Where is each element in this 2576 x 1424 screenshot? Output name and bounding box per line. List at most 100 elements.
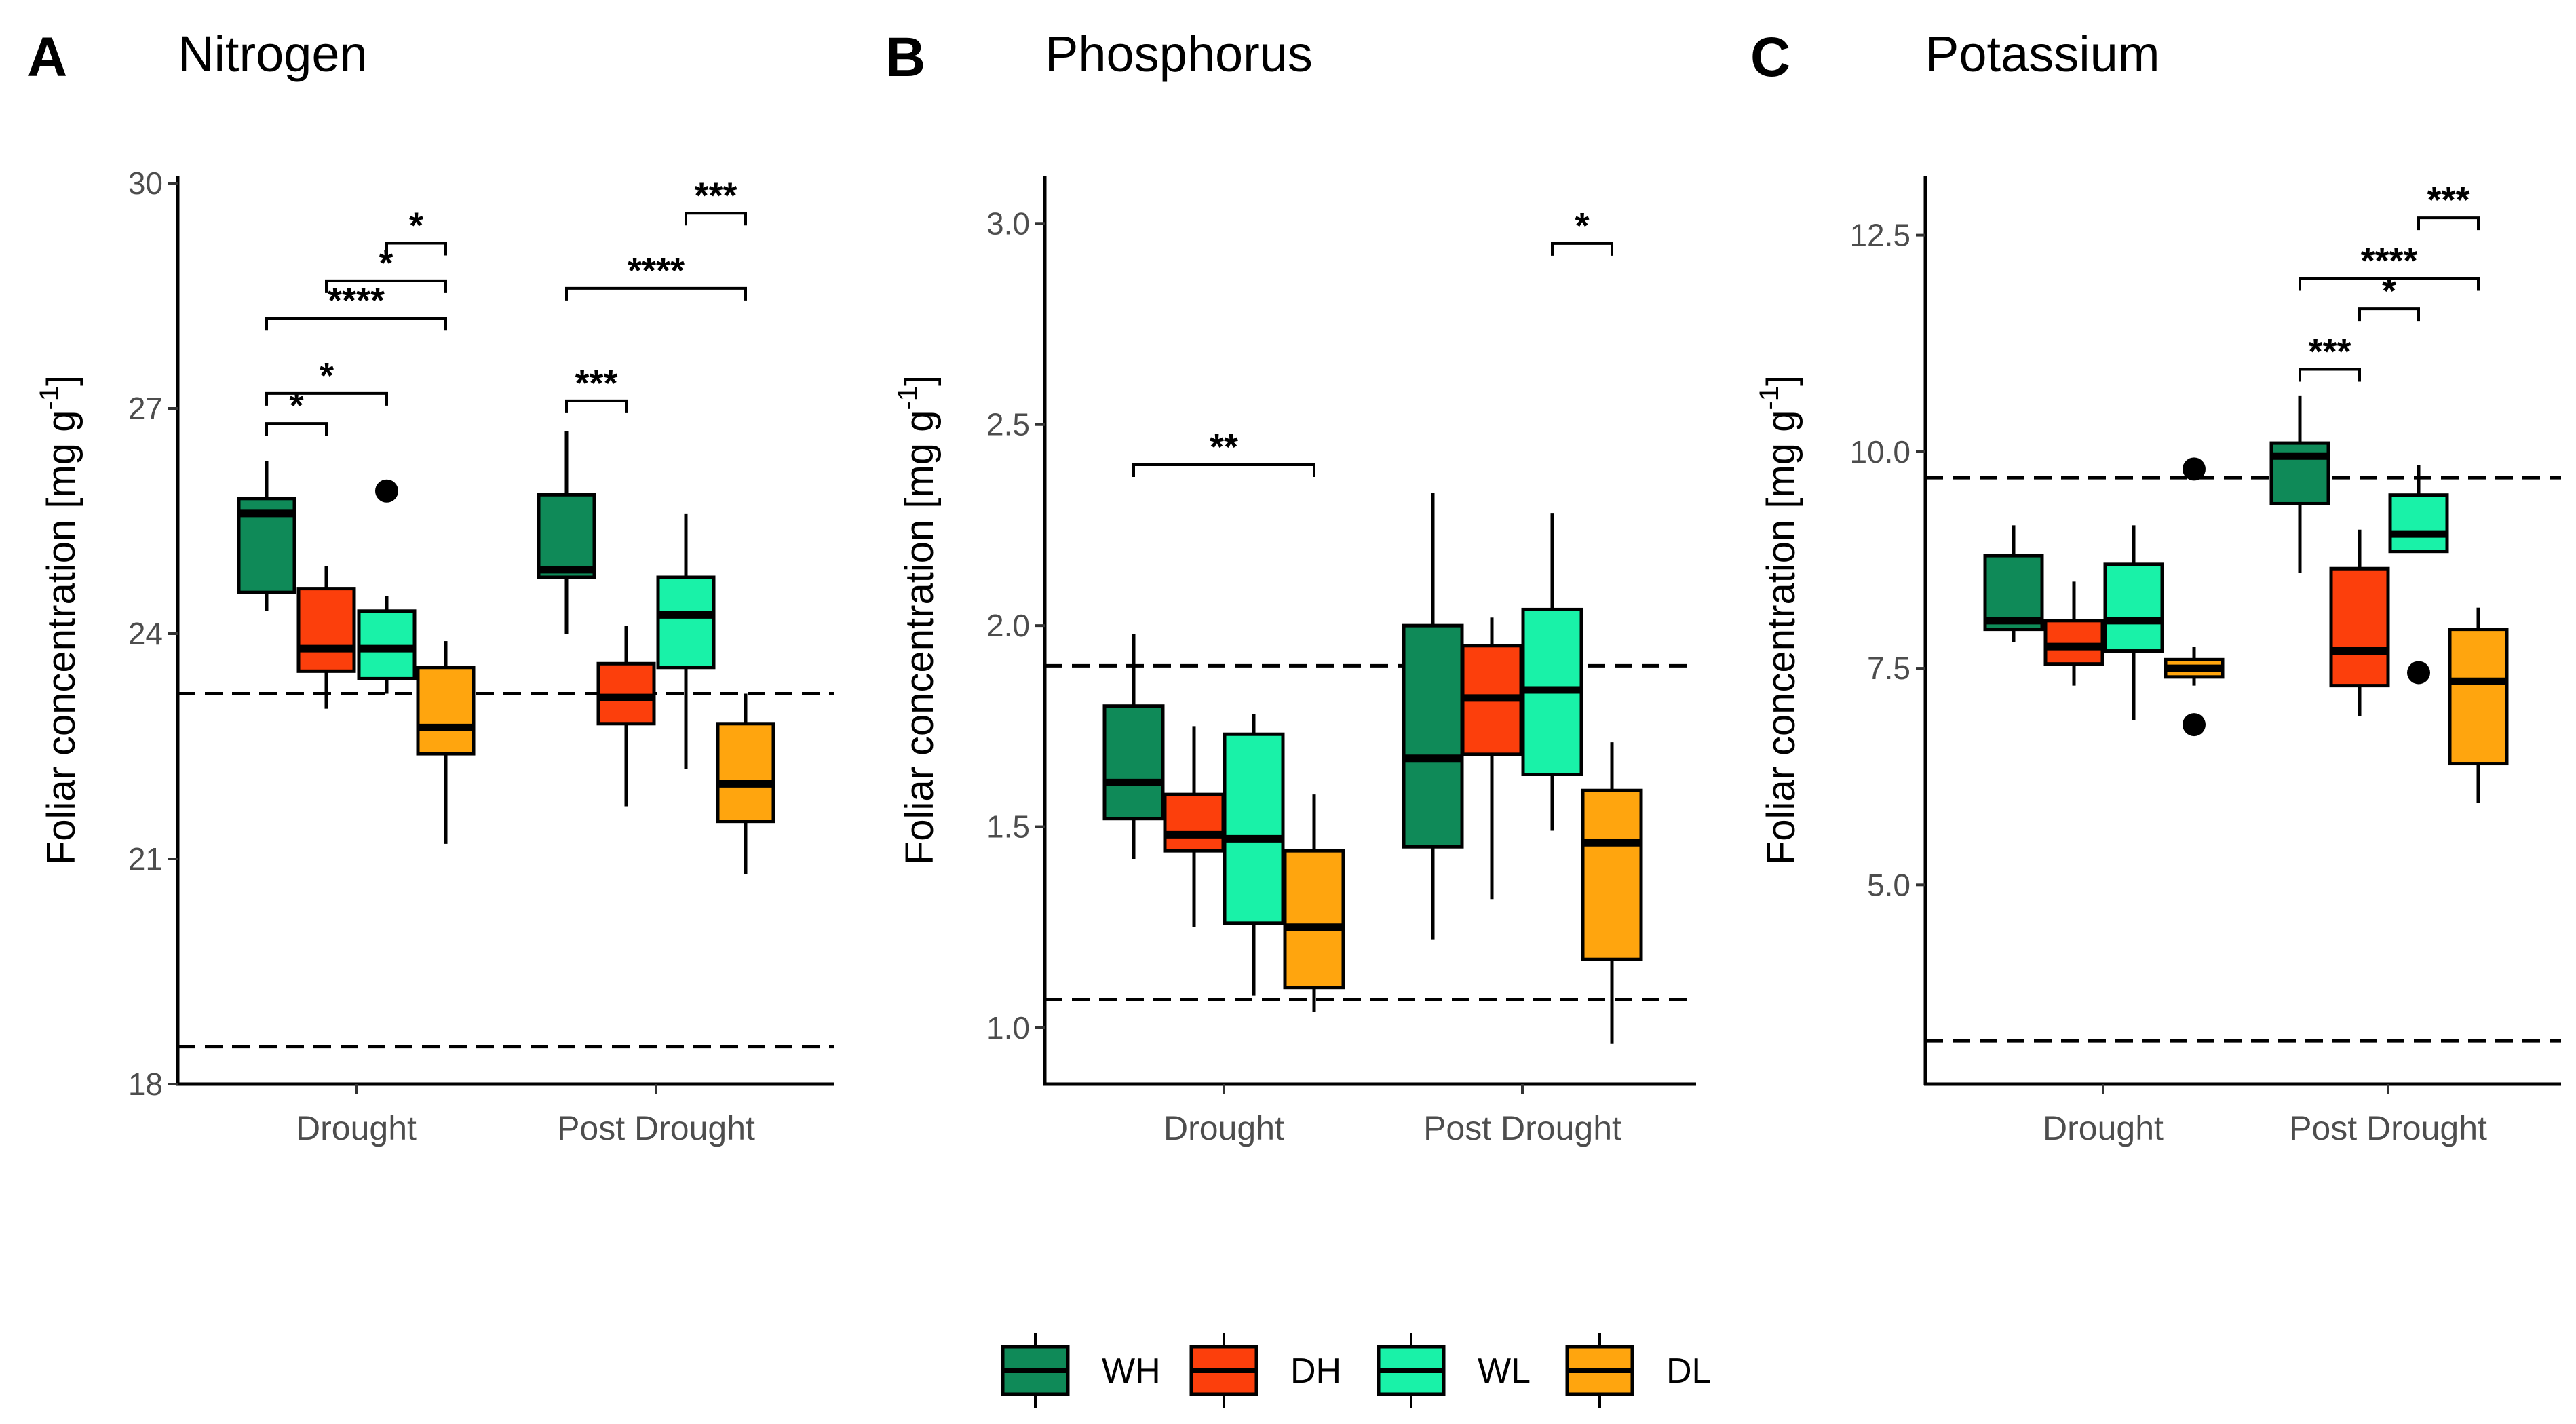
y-tick-label: 21 xyxy=(128,841,163,877)
significance-label: * xyxy=(320,355,334,396)
box-WL-drought xyxy=(2103,525,2164,720)
significance-label: ** xyxy=(1210,427,1238,467)
box-DH-post-drought xyxy=(2329,529,2390,716)
x-tick-label: Post Drought xyxy=(2289,1109,2487,1147)
box-WH-drought xyxy=(1102,634,1165,859)
significance-bracket: * xyxy=(2358,271,2420,322)
y-tick-label: 2.0 xyxy=(986,608,1030,643)
y-tick-label: 10.0 xyxy=(1849,434,1910,469)
legend: WH DH WL DL xyxy=(1001,1333,1711,1408)
bracket-line xyxy=(2358,307,2420,322)
significance-label: **** xyxy=(2360,240,2417,281)
box-body xyxy=(2329,566,2390,688)
legend-label: DL xyxy=(1666,1351,1711,1391)
significance-label: * xyxy=(1575,206,1589,246)
significance-bracket: **** xyxy=(2299,240,2480,291)
y-axis-label: Foliar concentration [mg g-1] xyxy=(35,375,83,865)
outlier-point xyxy=(2183,457,2206,481)
x-tick-label: Drought xyxy=(296,1109,417,1147)
y-tick-label: 5.0 xyxy=(1867,867,1910,902)
y-tick-label: 7.5 xyxy=(1867,651,1910,686)
panel-B: B Phosphorus 1.0 1.5 2.0 2.5 3.0 Drought Post Dr… xyxy=(885,26,1696,1147)
box-body xyxy=(1102,704,1165,821)
y-tick-label: 12.5 xyxy=(1849,218,1910,253)
box-body xyxy=(2269,441,2330,505)
box-body xyxy=(716,722,775,824)
box-DL-post-drought xyxy=(716,693,775,874)
legend-label: WH xyxy=(1102,1351,1161,1391)
significance-label: **** xyxy=(628,250,685,291)
box-body xyxy=(2388,493,2449,554)
legend-item-WL: WL xyxy=(1377,1333,1531,1408)
significance-label: *** xyxy=(2308,332,2351,372)
significance-bracket: * xyxy=(265,355,388,406)
box-DL-post-drought xyxy=(2448,607,2509,803)
bracket-line xyxy=(265,391,388,406)
bracket-line xyxy=(265,317,447,331)
box-DL-drought xyxy=(2164,457,2225,737)
legend-item-DH: DH xyxy=(1189,1333,1341,1408)
bracket-line xyxy=(385,242,447,256)
y-tick-label: 3.0 xyxy=(986,206,1030,241)
significance-label: * xyxy=(289,385,303,426)
panel-C: C Potassium 5.0 7.5 10.0 12.5 Drought Post Drou… xyxy=(1750,26,2561,1147)
y-tick-label: 1.5 xyxy=(986,809,1030,845)
panel-letter: C xyxy=(1750,26,1790,88)
y-tick-label: 18 xyxy=(128,1066,163,1102)
significance-bracket: **** xyxy=(565,250,747,301)
panel-letter: B xyxy=(885,26,925,88)
y-tick-label: 2.5 xyxy=(986,407,1030,442)
y-axis-label-bracket: ] xyxy=(898,375,942,386)
outlier-point xyxy=(2407,661,2430,685)
y-axis-label-superscript: -1 xyxy=(35,386,64,410)
box-DL-post-drought xyxy=(1581,742,1643,1044)
box-WH-drought xyxy=(1983,525,2044,642)
y-axis-label-text: Foliar concentration [mg g xyxy=(898,410,942,866)
box-DL-drought xyxy=(416,641,476,844)
panel-title: Nitrogen xyxy=(178,26,368,82)
x-tick-label: Post Drought xyxy=(557,1109,755,1147)
y-axis-label-superscript: -1 xyxy=(1754,386,1784,410)
significance-label: * xyxy=(409,206,423,246)
bracket-line xyxy=(565,399,628,413)
box-body xyxy=(1163,792,1225,853)
y-tick-label: 1.0 xyxy=(986,1010,1030,1045)
box-WL-post-drought xyxy=(2388,465,2449,685)
box-body xyxy=(296,587,356,673)
significance-bracket: *** xyxy=(685,175,747,226)
significance-bracket: *** xyxy=(2299,332,2361,382)
box-DH-post-drought xyxy=(596,626,656,807)
box-body xyxy=(656,575,716,670)
outlier-point xyxy=(2183,713,2206,737)
bracket-line xyxy=(2299,277,2480,291)
x-tick-label: Drought xyxy=(2043,1109,2164,1147)
bracket-line xyxy=(325,279,447,293)
box-WL-drought xyxy=(357,479,417,694)
box-WL-post-drought xyxy=(656,513,716,769)
significance-bracket: ** xyxy=(1132,427,1315,477)
significance-bracket: * xyxy=(385,206,447,256)
box-DH-drought xyxy=(1163,726,1225,927)
significance-bracket: * xyxy=(1551,206,1613,256)
chart-panels: A Nitrogen 18 21 24 27 30 Drought Post Drought Fo… xyxy=(27,26,2561,1147)
box-body xyxy=(2103,562,2164,653)
y-tick-label: 27 xyxy=(128,391,163,426)
significance-bracket: *** xyxy=(2417,180,2480,231)
y-axis-label-text: Foliar concentration [mg g xyxy=(39,410,83,866)
significance-label: *** xyxy=(575,363,617,404)
bracket-line xyxy=(2417,216,2480,231)
y-axis-label: Foliar concentration [mg g-1] xyxy=(1754,375,1803,865)
box-body xyxy=(1223,732,1285,925)
bracket-line xyxy=(1132,463,1315,477)
legend-label: WL xyxy=(1478,1351,1531,1391)
x-tick-label: Post Drought xyxy=(1423,1109,1621,1147)
box-body xyxy=(357,609,417,680)
box-WL-post-drought xyxy=(1521,513,1583,831)
significance-label: *** xyxy=(694,175,737,216)
legend-label: DH xyxy=(1290,1351,1341,1391)
y-tick-label: 24 xyxy=(128,616,163,651)
significance-bracket: **** xyxy=(265,280,447,331)
significance-bracket: * xyxy=(325,243,447,293)
